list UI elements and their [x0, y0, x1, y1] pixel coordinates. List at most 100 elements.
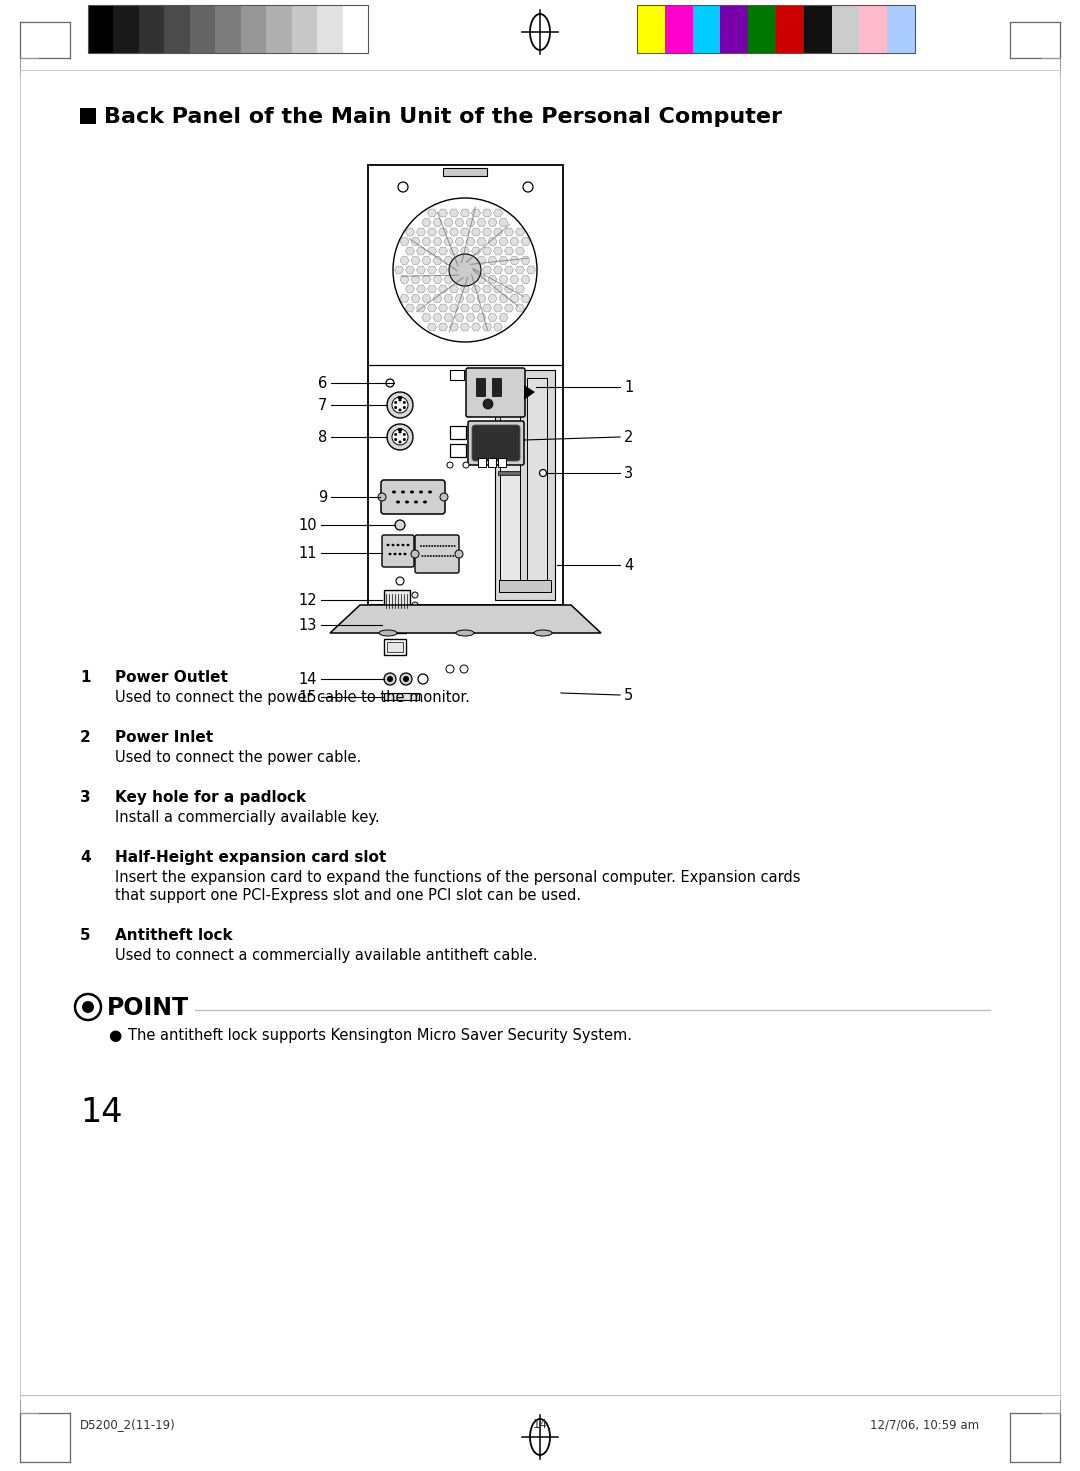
Circle shape [463, 462, 469, 468]
Ellipse shape [436, 546, 438, 547]
Text: Back Panel of the Main Unit of the Personal Computer: Back Panel of the Main Unit of the Perso… [104, 107, 782, 127]
Bar [292, 4, 318, 53]
Circle shape [395, 521, 405, 530]
Ellipse shape [456, 630, 474, 635]
Text: 4: 4 [624, 558, 633, 572]
Circle shape [394, 438, 397, 441]
Bar [527, 378, 546, 591]
Circle shape [447, 462, 453, 468]
Bar [637, 4, 665, 53]
Circle shape [399, 431, 402, 434]
Text: 13: 13 [299, 618, 318, 633]
Circle shape [75, 994, 102, 1019]
Text: 10: 10 [298, 518, 318, 533]
Text: 3: 3 [80, 790, 91, 805]
Bar [266, 4, 292, 53]
Bar [832, 4, 860, 53]
Circle shape [460, 665, 468, 674]
Ellipse shape [389, 553, 391, 555]
Ellipse shape [401, 490, 405, 493]
Text: POINT: POINT [107, 996, 189, 1019]
Bar [498, 471, 519, 475]
Bar [450, 427, 465, 438]
Bar [450, 444, 465, 457]
Text: Used to connect the power cable.: Used to connect the power cable. [114, 750, 361, 765]
Bar [443, 168, 487, 177]
Bar [488, 457, 496, 466]
Circle shape [384, 674, 396, 685]
Text: 14: 14 [80, 1096, 122, 1130]
Bar [215, 4, 241, 53]
Ellipse shape [433, 555, 434, 558]
Circle shape [403, 402, 406, 405]
Text: 5: 5 [80, 928, 91, 943]
Bar [692, 4, 720, 53]
Ellipse shape [438, 555, 441, 558]
Text: Install a commercially available key.: Install a commercially available key. [114, 811, 380, 825]
Text: 15: 15 [298, 690, 318, 705]
Ellipse shape [448, 546, 450, 547]
Ellipse shape [430, 555, 432, 558]
Text: 1: 1 [80, 669, 91, 685]
FancyBboxPatch shape [472, 425, 519, 460]
Bar [498, 457, 507, 466]
Circle shape [387, 424, 413, 450]
Text: Power Inlet: Power Inlet [114, 730, 213, 744]
Text: Antitheft lock: Antitheft lock [114, 928, 232, 943]
Bar [113, 4, 139, 53]
Bar [387, 641, 403, 652]
Text: 5: 5 [624, 687, 633, 703]
Polygon shape [330, 605, 600, 633]
Text: ●: ● [108, 1028, 121, 1043]
Bar [637, 4, 915, 53]
Bar [478, 457, 486, 466]
Circle shape [411, 550, 419, 558]
Bar [384, 590, 410, 610]
Circle shape [403, 406, 406, 409]
Circle shape [411, 591, 418, 599]
Ellipse shape [404, 553, 406, 555]
Text: 12/7/06, 10:59 am: 12/7/06, 10:59 am [870, 1418, 980, 1431]
Text: 9: 9 [318, 490, 327, 505]
Ellipse shape [444, 555, 446, 558]
Text: D5200_2(11-19): D5200_2(11-19) [80, 1418, 176, 1431]
Ellipse shape [392, 490, 396, 493]
Circle shape [403, 432, 406, 435]
Ellipse shape [447, 555, 448, 558]
Circle shape [418, 674, 428, 684]
Ellipse shape [424, 555, 427, 558]
Ellipse shape [426, 546, 428, 547]
Ellipse shape [396, 544, 400, 546]
Text: 11: 11 [298, 546, 318, 560]
Text: that support one PCI-Express slot and one PCI slot can be used.: that support one PCI-Express slot and on… [114, 888, 581, 903]
Circle shape [446, 665, 454, 674]
Circle shape [403, 677, 409, 683]
Circle shape [394, 406, 397, 409]
Ellipse shape [450, 546, 453, 547]
Text: 14: 14 [532, 1418, 548, 1431]
Text: 1: 1 [624, 380, 633, 394]
Text: Insert the expansion card to expand the functions of the personal computer. Expa: Insert the expansion card to expand the … [114, 869, 800, 886]
Circle shape [82, 1000, 94, 1014]
Bar [87, 4, 113, 53]
Bar [139, 4, 164, 53]
Circle shape [394, 402, 397, 405]
FancyBboxPatch shape [465, 368, 525, 416]
Bar [860, 4, 887, 53]
Ellipse shape [402, 544, 405, 546]
Circle shape [540, 469, 546, 477]
Bar [384, 638, 406, 655]
Circle shape [399, 399, 402, 402]
Ellipse shape [449, 555, 451, 558]
Ellipse shape [427, 555, 429, 558]
Bar [748, 4, 777, 53]
Ellipse shape [422, 546, 424, 547]
Bar [468, 616, 482, 627]
Bar [164, 4, 190, 53]
Bar [241, 4, 266, 53]
Ellipse shape [399, 553, 402, 555]
Ellipse shape [440, 546, 442, 547]
Bar [399, 428, 402, 431]
Text: 2: 2 [80, 730, 91, 744]
Ellipse shape [429, 546, 431, 547]
